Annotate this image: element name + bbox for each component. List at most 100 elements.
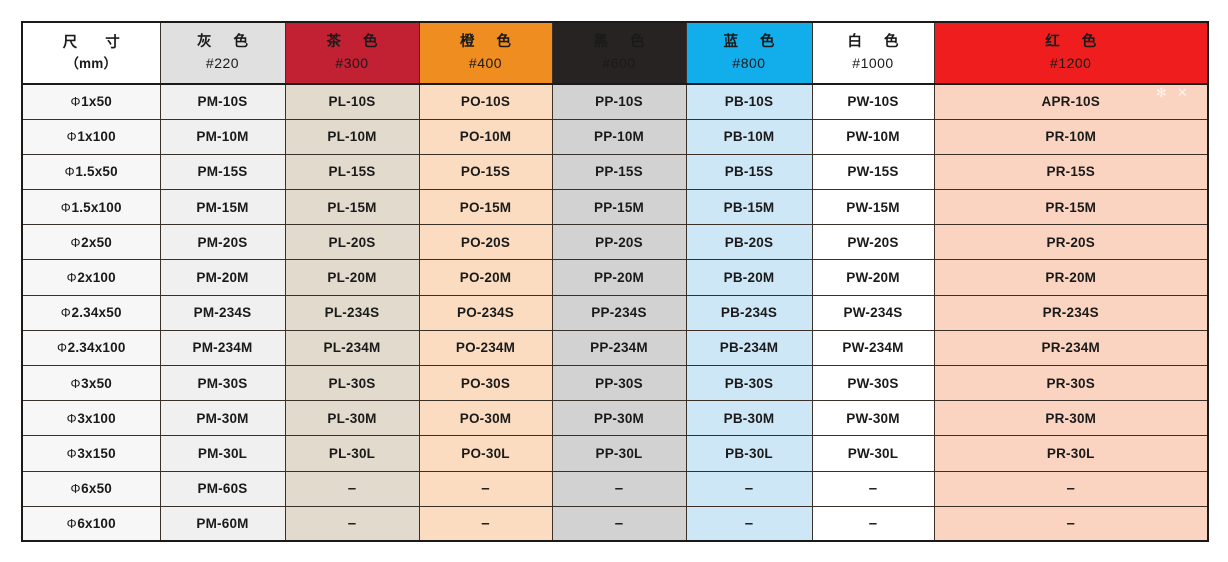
column-header-dim: 尺 寸 （mm） [21, 21, 161, 85]
cell-red: PR-30L [933, 435, 1209, 472]
column-header-name-orange: 橙 色 [459, 34, 521, 51]
table-row: Φ1x50 PM-10S PL-10S PO-10S PP-10S PB-10S PW-10… [21, 83, 1209, 120]
cell-white: PW-10S [811, 83, 935, 120]
cell-black: PP-234M [551, 329, 687, 367]
cell-size: Φ1.5x100 [21, 189, 161, 226]
cell-value: PM-20S [197, 234, 248, 250]
cell-value: APR-10S [1041, 94, 1100, 110]
cell-empty-dash: – [1066, 480, 1076, 498]
column-header-name-black: 黑 色 [593, 34, 654, 51]
cell-value: PP-20M [594, 270, 644, 286]
cell-empty-dash: – [614, 480, 624, 498]
cell-black: – [551, 470, 687, 507]
cell-white: PW-20S [811, 224, 935, 261]
watermark-cross-icon: ✕ [1176, 85, 1188, 100]
column-header-name-gray: 灰 色 [196, 34, 258, 51]
cell-value: PM-10M [196, 129, 249, 145]
phi-icon: Φ [66, 446, 77, 461]
cell-brown: PL-10M [284, 118, 420, 155]
cell-value: PP-234M [590, 340, 648, 356]
cell-size: Φ2x50 [21, 224, 161, 261]
cell-size: Φ1x100 [21, 118, 161, 155]
column-header-black: 黑 色 #600 [551, 21, 687, 85]
table-row: Φ3x100 PM-30M PL-30M PO-30M PP-30M PB-30M PW-3… [21, 400, 1209, 437]
cell-value: PM-60S [197, 481, 248, 497]
cell-brown: PL-10S [284, 83, 420, 120]
cell-empty-dash: – [481, 515, 490, 533]
cell-value: PB-20S [724, 234, 774, 250]
cell-value: PB-30S [724, 375, 774, 391]
column-header-blue: 蓝 色 #800 [685, 21, 813, 85]
cell-value: PP-30M [594, 410, 644, 426]
cell-value: PO-234S [457, 305, 514, 321]
cell-brown: PL-15S [284, 153, 420, 191]
cell-blue: PB-20S [685, 224, 813, 261]
cell-white: PW-15M [811, 189, 935, 226]
cell-value: PW-10S [847, 94, 899, 110]
cell-brown: PL-20S [284, 224, 420, 261]
cell-value: PO-10S [460, 94, 511, 110]
cell-value: PL-234M [323, 340, 381, 356]
table-body: Φ1x50 PM-10S PL-10S PO-10S PP-10S PB-10S PW-10… [21, 83, 1209, 542]
cell-value: PL-15M [327, 199, 377, 215]
cell-empty-dash: – [347, 515, 357, 533]
cell-value: PR-234M [1041, 340, 1100, 356]
table-header-row: 尺 寸 （mm） 灰 色 #220 茶 色 #300 橙 色 #400 黑 色 #600 蓝 色 #8… [21, 21, 1209, 85]
cell-value: PM-234M [192, 340, 253, 356]
cell-value: PR-20S [1046, 234, 1095, 250]
cell-black: PP-30L [551, 435, 687, 472]
column-header-code-white: #1000 [852, 55, 894, 72]
cell-value: PM-15S [197, 164, 248, 180]
cell-value: PW-30M [846, 410, 900, 426]
phi-icon: Φ [70, 95, 81, 110]
cell-value: PP-10M [594, 129, 644, 145]
cell-size-value: 1x100 [77, 129, 116, 145]
cell-white: PW-234S [811, 294, 935, 331]
cell-black: PP-234S [551, 294, 687, 331]
cell-black: PP-15M [551, 189, 687, 226]
cell-black: – [551, 505, 687, 542]
cell-value: PL-30M [327, 410, 377, 426]
cell-orange: PO-15M [418, 189, 553, 226]
cell-gray: PM-30S [159, 364, 286, 402]
cell-value: PO-15M [459, 199, 512, 215]
cell-value: PO-15S [460, 164, 511, 180]
cell-size-value: 1.5x100 [71, 199, 122, 215]
cell-value: PW-10M [846, 129, 900, 145]
cell-value: PM-15M [196, 199, 249, 215]
cell-blue: PB-15M [685, 189, 813, 226]
cell-gray: PM-234M [159, 329, 286, 367]
cell-blue: – [685, 505, 813, 542]
cell-brown: PL-30S [284, 364, 420, 402]
cell-value: PB-30M [723, 410, 775, 426]
cell-value: PR-20M [1045, 270, 1097, 286]
phi-icon: Φ [66, 411, 77, 426]
cell-value: PP-234S [591, 305, 647, 321]
cell-black: PP-30S [551, 364, 687, 402]
table-header: 尺 寸 （mm） 灰 色 #220 茶 色 #300 橙 色 #400 黑 色 #600 蓝 色 #8… [21, 21, 1209, 85]
cell-red: – [933, 470, 1209, 507]
cell-value: PL-10M [327, 129, 377, 145]
cell-blue: PB-30L [685, 435, 813, 472]
cell-white: PW-10M [811, 118, 935, 155]
cell-white: PW-30M [811, 400, 935, 437]
cell-value: PP-20S [595, 234, 643, 250]
phi-icon: Φ [60, 200, 71, 215]
cell-gray: PM-30M [159, 400, 286, 437]
cell-black: PP-10M [551, 118, 687, 155]
cell-white: PW-15S [811, 153, 935, 191]
column-header-code-gray: #220 [205, 55, 240, 72]
cell-gray: PM-10M [159, 118, 286, 155]
cell-size: Φ3x100 [21, 400, 161, 437]
phi-icon: Φ [64, 165, 75, 180]
cell-value: PB-234S [720, 305, 778, 321]
cell-red: PR-20S [933, 224, 1209, 261]
cell-value: PW-15M [846, 199, 900, 215]
cell-orange: PO-30L [418, 435, 553, 472]
cell-brown: – [284, 505, 420, 542]
cell-size-value: 6x50 [81, 481, 113, 497]
cell-blue: PB-10M [685, 118, 813, 155]
cell-gray: PM-15M [159, 189, 286, 226]
cell-orange: PO-30S [418, 364, 553, 402]
cell-value: PM-10S [197, 94, 248, 110]
